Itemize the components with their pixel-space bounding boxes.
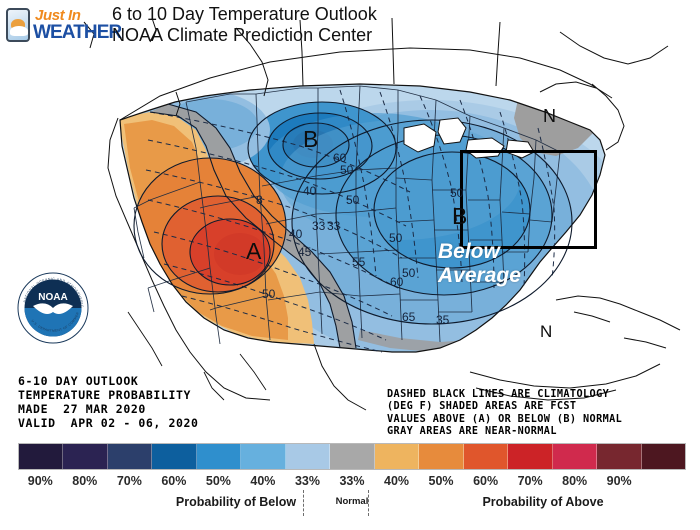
legend-tick-7: 33% xyxy=(339,474,365,488)
legend-swatch-1 xyxy=(63,444,108,469)
logo-text-just-in: Just In xyxy=(35,7,81,24)
mexico-outline xyxy=(127,311,267,401)
legend-swatch-4 xyxy=(196,444,242,469)
geo-borders xyxy=(83,17,669,151)
legend-tick-4: 50% xyxy=(205,474,231,488)
legend-captions: Probability of Below Normal Probability … xyxy=(18,492,686,514)
probability-legend: 90% 80% 70% 60% 50% 40% 33% 33% 40% 50% 60% 70% 80% 9… xyxy=(0,440,700,530)
logo-text-weather: WEATHER xyxy=(33,22,122,43)
legend-swatch-0 xyxy=(19,444,64,469)
legend-tick-3: 60% xyxy=(161,474,187,488)
legend-swatch-9 xyxy=(419,444,464,469)
legend-tick-5: 40% xyxy=(250,474,276,488)
legend-swatch-13 xyxy=(597,444,642,469)
legend-swatch-5 xyxy=(241,444,286,469)
legend-tick-8: 40% xyxy=(384,474,410,488)
legend-tick-labels: 90% 80% 70% 60% 50% 40% 33% 33% 40% 50% 60% 70% 80% 9… xyxy=(18,472,686,490)
conus-outline xyxy=(119,83,606,353)
legend-swatch-12 xyxy=(552,444,598,469)
page-subtitle: NOAA Climate Prediction Center xyxy=(112,25,373,46)
svg-text:NOAA: NOAA xyxy=(38,292,67,303)
legend-tick-10: 60% xyxy=(473,474,499,488)
legend-caption-normal: Normal xyxy=(335,496,369,507)
legend-tick-9: 50% xyxy=(428,474,454,488)
legend-color-bar xyxy=(18,443,686,470)
legend-swatch-14 xyxy=(641,444,686,469)
legend-swatch-7 xyxy=(330,444,375,469)
legend-tick-0: 90% xyxy=(27,474,53,488)
legend-caption-below: Probability of Below xyxy=(175,495,297,509)
legend-tick-12: 80% xyxy=(562,474,588,488)
temperature-outlook-map xyxy=(83,17,681,411)
legend-swatch-3 xyxy=(152,444,197,469)
region-highlight-box xyxy=(460,150,597,249)
legend-divider-left xyxy=(303,490,304,516)
legend-tick-13: 90% xyxy=(606,474,632,488)
legend-tick-6: 33% xyxy=(294,474,320,488)
logo-wordmark: Just In WEATHER xyxy=(33,7,122,43)
legend-tick-2: 70% xyxy=(116,474,142,488)
noaa-seal: NOAA NATIONAL OCEANIC AND ATMOSPHERIC AD… xyxy=(15,269,89,344)
legend-swatch-2 xyxy=(107,444,153,469)
just-in-weather-logo[interactable]: Just In WEATHER xyxy=(6,6,122,44)
page-title: 6 to 10 Day Temperature Outlook xyxy=(112,4,377,24)
southern-coastlines xyxy=(107,117,681,411)
map-notes-text: DASHED BLACK LINES ARE CLIMATOLOGY (DEG … xyxy=(387,389,623,438)
legend-swatch-6 xyxy=(285,444,331,469)
outlook-info-text: 6-10 DAY OUTLOOK TEMPERATURE PROBABILITY… xyxy=(18,374,199,431)
legend-tick-spacer xyxy=(641,472,686,490)
legend-swatch-11 xyxy=(508,444,553,469)
legend-swatch-10 xyxy=(463,444,509,469)
legend-tick-11: 70% xyxy=(517,474,543,488)
legend-caption-above: Probability of Above xyxy=(482,495,604,509)
legend-swatch-8 xyxy=(374,444,420,469)
smartphone-weather-icon xyxy=(6,8,30,42)
legend-divider-right xyxy=(368,490,369,516)
forecast-contours xyxy=(133,101,573,349)
title-block: 6 to 10 Day Temperature Outlook NOAA Cli… xyxy=(112,4,377,46)
legend-tick-1: 80% xyxy=(72,474,98,488)
